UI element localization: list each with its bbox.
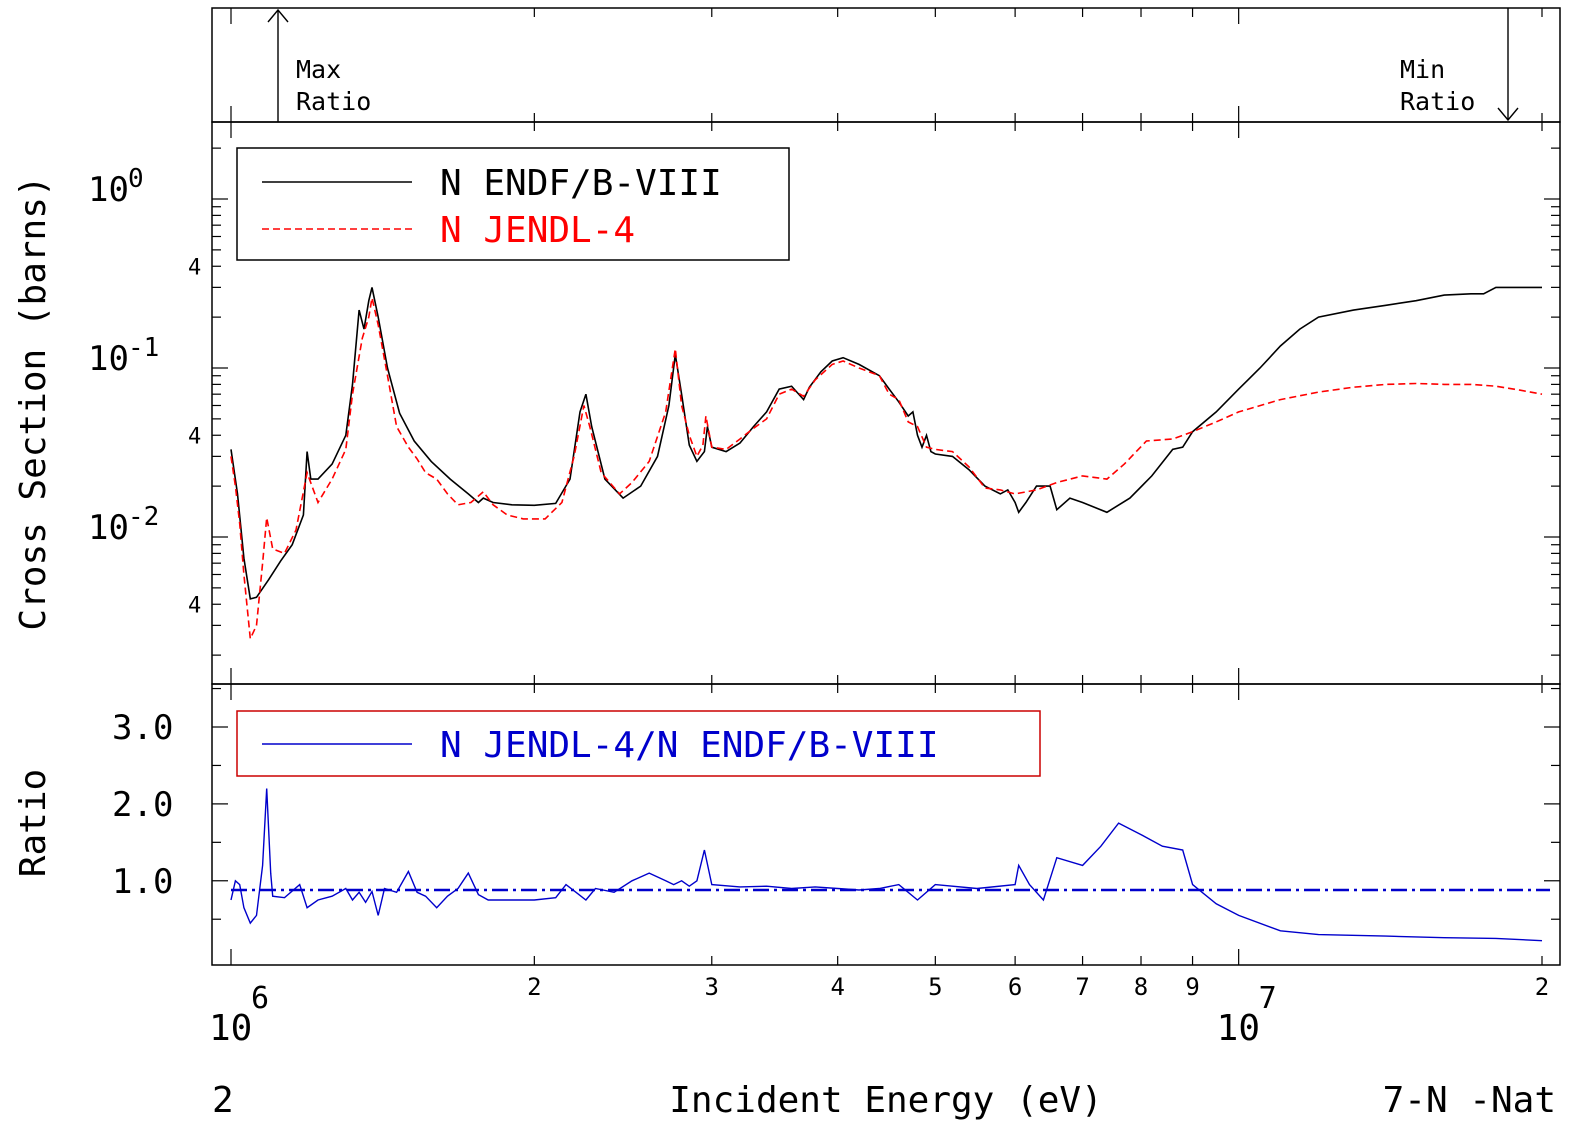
min-ratio-label: Ratio <box>1400 87 1475 116</box>
x-major-tick-label-exp: 7 <box>1259 981 1277 1016</box>
panel-frames <box>211 7 1561 966</box>
x-minor-tick-label: 5 <box>928 973 942 1001</box>
main-y-tick-label-exp: -1 <box>128 333 159 363</box>
x-minor-tick-label: 8 <box>1134 973 1148 1001</box>
x-minor-tick-label: 4 <box>830 973 844 1001</box>
ratio-legend-entry: N JENDL-4/N ENDF/B-VIII <box>440 725 939 766</box>
main-y-minor-label: 4 <box>188 593 201 618</box>
ratio-y-tick-label: 3.0 <box>112 708 173 748</box>
endf-series-line <box>230 286 1542 600</box>
ratio-series-line <box>230 788 1543 942</box>
x-major-tick-label-base: 10 <box>1217 1008 1260 1049</box>
x-major-tick-label-exp: 6 <box>251 981 269 1016</box>
max-ratio-arrowhead-icon <box>267 8 289 23</box>
x-axis-label: Incident Energy (eV) <box>669 1080 1102 1121</box>
main-y-tick-label-base: 10 <box>88 508 129 548</box>
max-min-ratio-panel: Max Ratio Min Ratio <box>267 8 1519 122</box>
main-y-tick-label-base: 10 <box>88 339 129 379</box>
main-y-minor-label: 4 <box>188 255 201 280</box>
jendl-series-line <box>230 297 1543 642</box>
x-minor-tick-label: 7 <box>1075 973 1089 1001</box>
min-ratio-arrowhead-icon <box>1497 107 1519 122</box>
main-y-tick-label-exp: -2 <box>128 502 159 532</box>
legend-entry: N JENDL-4 <box>440 210 635 251</box>
legend-entry: N ENDF/B-VIII <box>440 163 722 204</box>
ratio-y-tick-label: 2.0 <box>112 785 173 825</box>
main-legend-box <box>236 147 790 261</box>
ratio-panel-frame <box>211 683 1561 966</box>
x-minor-tick-label: 9 <box>1185 973 1199 1001</box>
ratio-panel: 1.0 2.0 3.0 N JENDL-4/N ENDF/B-VIII <box>112 687 1560 942</box>
max-ratio-label: Ratio <box>296 87 371 116</box>
top-panel-frame <box>211 7 1561 123</box>
max-ratio-label: Max <box>296 55 341 84</box>
main-y-minor-label: 4 <box>188 424 201 449</box>
ratio-axis-label: Ratio <box>13 769 54 877</box>
x-minor-tick-label: 2 <box>527 973 541 1001</box>
x-minor-tick-label: 2 <box>1535 973 1549 1001</box>
x-major-tick-label-base: 10 <box>209 1008 252 1049</box>
y-axis-label: Cross Section (barns) <box>13 175 54 630</box>
min-ratio-label: Min <box>1400 55 1445 84</box>
footer-material-label: 7-N -Nat <box>1383 1080 1556 1121</box>
x-minor-tick-label: 6 <box>1008 973 1022 1001</box>
ratio-y-tick-label: 1.0 <box>112 862 173 902</box>
footer-left-label: 2 <box>212 1080 234 1121</box>
main-y-tick-label-exp: 0 <box>128 164 144 194</box>
x-minor-tick-label: 3 <box>705 973 719 1001</box>
main-y-tick-label-base: 10 <box>88 170 129 210</box>
